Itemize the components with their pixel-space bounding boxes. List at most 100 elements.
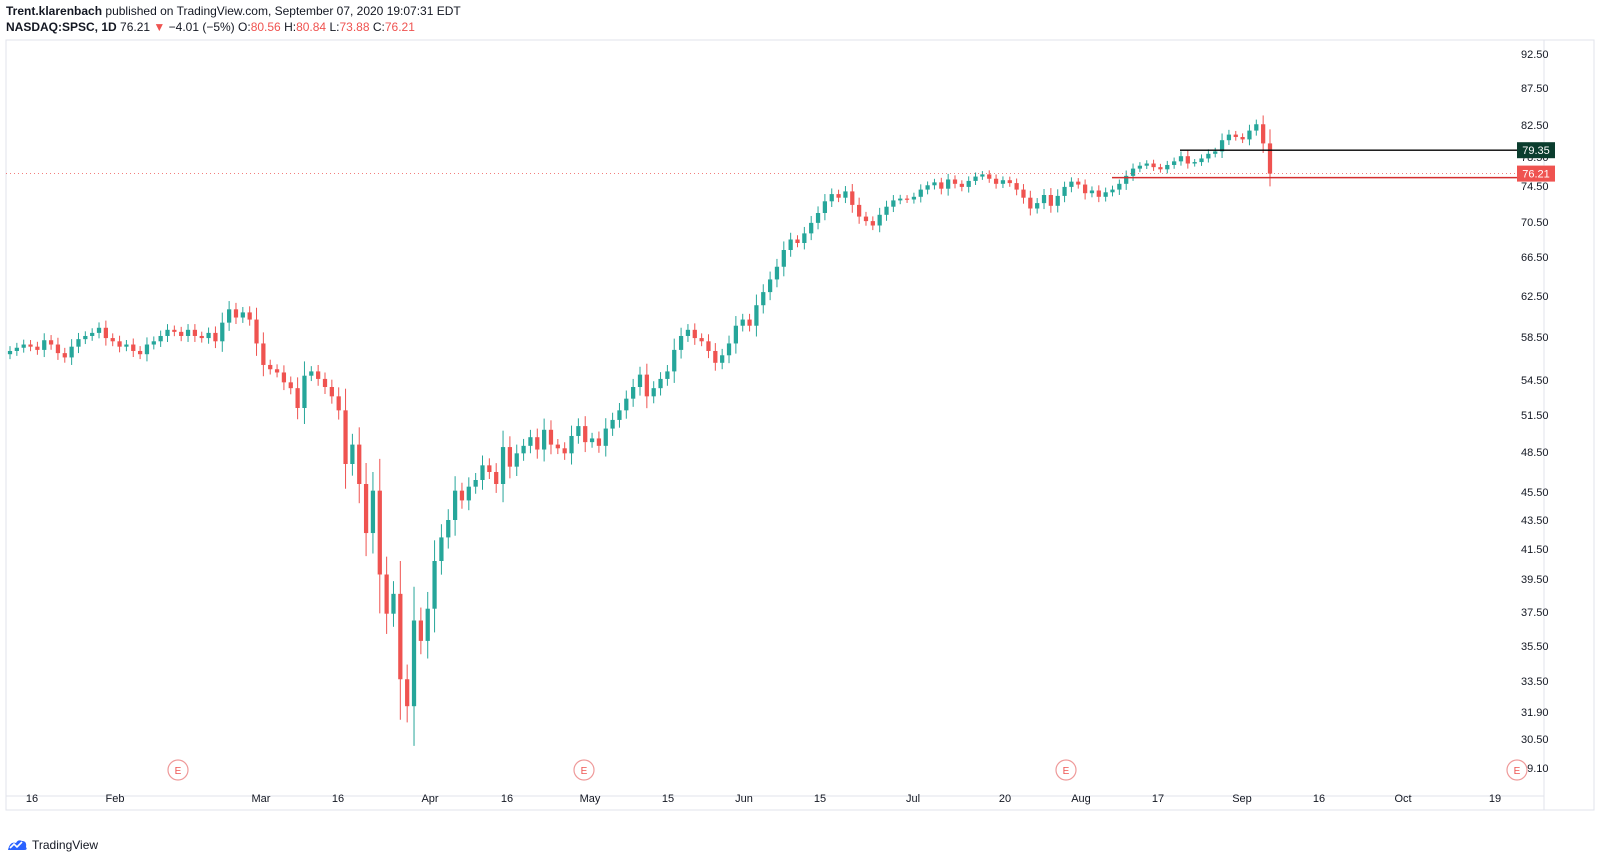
time-tick-label: Mar: [252, 793, 271, 805]
candle-body: [644, 374, 649, 397]
candle-body: [1206, 153, 1211, 159]
candle-body: [678, 335, 684, 350]
candle-body: [1158, 167, 1163, 170]
candle-body: [1172, 161, 1177, 165]
candle-body: [227, 309, 232, 323]
candle-body: [507, 447, 513, 467]
candle-body: [939, 182, 944, 189]
candle-body: [1247, 130, 1252, 140]
candle-body: [891, 200, 896, 207]
candle-body: [1254, 124, 1259, 131]
candle-body: [726, 343, 732, 356]
time-tick-label: 16: [26, 793, 38, 805]
candle-body: [1165, 164, 1170, 170]
candle-body: [418, 620, 423, 641]
candle-body: [1069, 181, 1074, 187]
candle-body: [870, 221, 875, 226]
candle-body: [514, 453, 519, 467]
candle-body: [28, 344, 33, 347]
resistance-price-tag: [1517, 142, 1555, 159]
candle-body: [76, 339, 81, 347]
candle-body: [322, 378, 328, 387]
last-price-label: 76.21: [1522, 169, 1550, 181]
candle-body: [316, 371, 321, 379]
candle-body: [96, 327, 102, 333]
candle-body: [692, 329, 697, 339]
resistance-price-label: 79.35: [1522, 145, 1550, 157]
candle-body: [220, 322, 225, 342]
high-value: 80.84: [296, 20, 327, 34]
price-tick-label: 48.50: [1521, 447, 1549, 459]
candle-body: [466, 486, 471, 501]
candle-body: [1062, 186, 1067, 196]
published-text: published on TradingView.com, September …: [105, 4, 461, 18]
candle-body: [1000, 180, 1006, 184]
candle-body: [1240, 137, 1245, 140]
price-tick-label: 41.50: [1521, 544, 1549, 556]
ohlc-legend: NASDAQ:SPSC, 1D 76.21 ▼ −4.01 (−5%) O:80…: [6, 20, 415, 34]
candle-body: [1233, 134, 1238, 137]
price-tick-label: 43.50: [1521, 515, 1549, 527]
price-tick-label: 70.50: [1521, 217, 1549, 229]
price-levels: 79.35 76.21: [6, 142, 1555, 182]
candle-body: [69, 346, 74, 358]
candle-body: [494, 472, 499, 484]
candle-body: [651, 388, 656, 397]
candle-body: [302, 375, 307, 408]
price-tick-label: 58.50: [1521, 332, 1549, 344]
time-tick-label: Sep: [1232, 793, 1252, 805]
candle-body: [288, 382, 293, 389]
candle-body: [535, 437, 540, 450]
time-tick-label: 16: [501, 793, 513, 805]
candle-body: [1178, 156, 1184, 162]
tradingview-logo-icon: [8, 840, 27, 850]
candle-body: [158, 335, 163, 342]
symbol-label[interactable]: NASDAQ:SPSC, 1D: [6, 20, 117, 34]
candle-body: [699, 338, 704, 342]
candle-body: [925, 185, 930, 190]
candle-body: [261, 343, 266, 365]
candle-body: [1151, 163, 1156, 168]
candle-body: [836, 194, 841, 198]
candle-body: [268, 364, 273, 370]
price-tick-label: 62.50: [1521, 291, 1549, 303]
candle-body: [603, 428, 608, 446]
candle-body: [993, 178, 999, 184]
candle-body: [90, 332, 95, 336]
author-name[interactable]: Trent.klarenbach: [6, 4, 103, 18]
earnings-marker-label: E: [581, 766, 588, 777]
candle-body: [809, 222, 814, 234]
candle-body: [1021, 189, 1026, 198]
earnings-marker-label: E: [175, 766, 182, 777]
candle-body: [7, 350, 13, 355]
candle-body: [720, 355, 725, 363]
candle-body: [761, 292, 766, 306]
price-tick-label: 82.50: [1521, 120, 1549, 132]
price-tick-label: 51.50: [1521, 410, 1549, 422]
candle-body: [398, 593, 403, 680]
candle-body: [391, 593, 396, 614]
candle-body: [144, 344, 150, 355]
candle-body: [1055, 195, 1060, 206]
price-tick-label: 54.50: [1521, 375, 1549, 387]
candle-body: [959, 183, 964, 187]
price-tick-label: 37.50: [1521, 607, 1549, 619]
time-tick-label: 16: [1313, 793, 1325, 805]
candle-body: [384, 574, 389, 614]
last-price-tag: [1517, 165, 1555, 182]
candle-body: [548, 429, 554, 445]
time-axis: 16 Feb Mar 16 Apr 16 May 15 Jun 15 Jul 20 Aug 17 Sep 16…: [26, 793, 1501, 805]
candle-body: [781, 250, 786, 267]
candle-body: [973, 176, 978, 181]
candle-body: [213, 332, 218, 342]
time-tick-label: Jul: [906, 793, 920, 805]
low-label: L:: [329, 20, 340, 34]
candle-body: [637, 374, 643, 387]
candle-body: [281, 372, 287, 383]
time-tick-label: 20: [999, 793, 1011, 805]
footer-brand[interactable]: TradingView: [6, 838, 98, 852]
candle-body: [14, 347, 19, 351]
price-tick-label: 74.50: [1521, 181, 1549, 193]
candle-body: [562, 448, 567, 454]
